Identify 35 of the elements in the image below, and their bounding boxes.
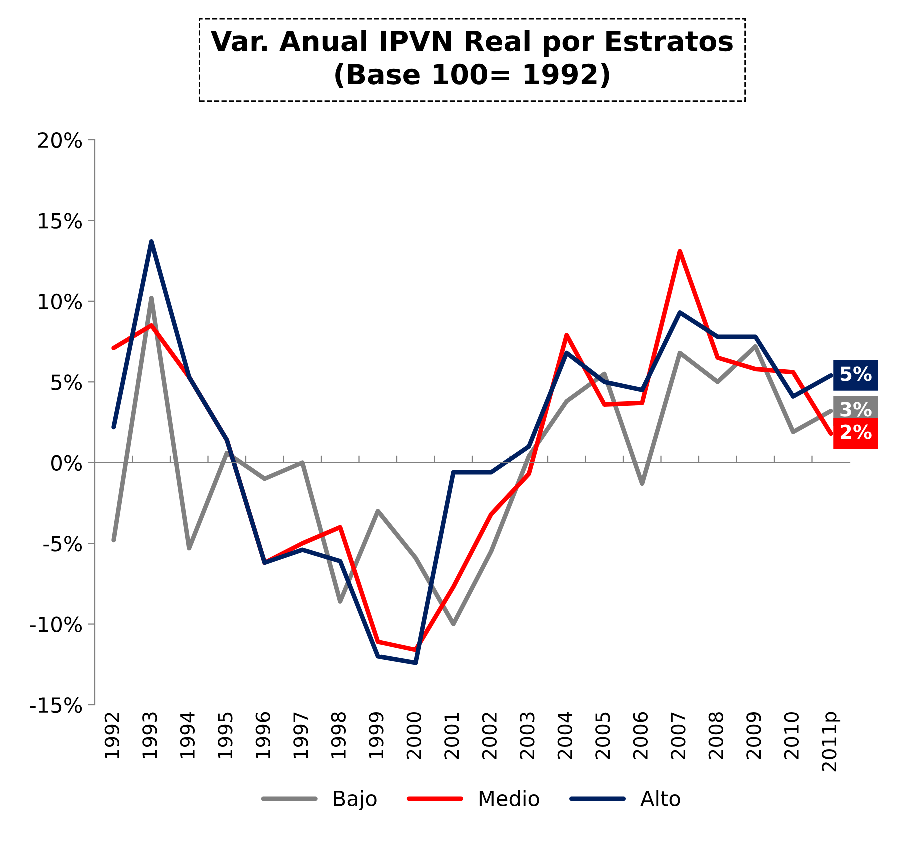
x-tick-label: 1997 [294, 712, 308, 759]
x-tick-label: 2005 [596, 712, 610, 760]
y-tick-label: -15% [30, 697, 82, 714]
x-tick-label: 1994 [180, 712, 196, 759]
y-tick-label: -5% [44, 536, 82, 552]
y-tick-label: 10% [39, 294, 82, 310]
x-tick-label: 2007 [671, 712, 686, 760]
legend-label: Bajo [334, 790, 377, 811]
x-tick-label: 1999 [369, 712, 384, 759]
y-tick-label: 5% [52, 374, 82, 390]
x-tick-label: 2006 [633, 712, 648, 760]
x-tick-label: 1993 [142, 712, 158, 759]
x-tick-label: 2002 [482, 713, 498, 760]
x-tick-label: 2011p [822, 712, 841, 772]
x-tick-label: 2009 [746, 712, 762, 760]
data-label: 3% [840, 402, 872, 417]
data-label: 2% [840, 424, 872, 440]
legend-label: Alto [640, 790, 680, 807]
x-tick-label: 2003 [520, 712, 535, 760]
x-tick-label: 2004 [558, 712, 573, 760]
x-tick-label: 1992 [104, 713, 120, 759]
legend-label: Medio [480, 790, 540, 807]
x-tick-label: 2001 [444, 712, 460, 760]
y-tick-label: 20% [38, 132, 82, 148]
x-tick-label: 2000 [406, 712, 422, 760]
x-tick-label: 1996 [256, 712, 271, 759]
x-tick-label: 2008 [708, 712, 724, 760]
y-tick-label: 15% [39, 213, 82, 229]
x-tick-label: 2010 [784, 712, 800, 760]
chart-title: Var. Anual IPVN Real por Estratos (Base 100= 1992) [210, 30, 733, 88]
y-tick-label: 0% [52, 455, 82, 472]
data-label: 5% [840, 366, 872, 382]
y-tick-label: -10% [30, 616, 82, 632]
x-tick-label: 1998 [331, 712, 346, 759]
x-tick-label: 1995 [218, 712, 233, 759]
